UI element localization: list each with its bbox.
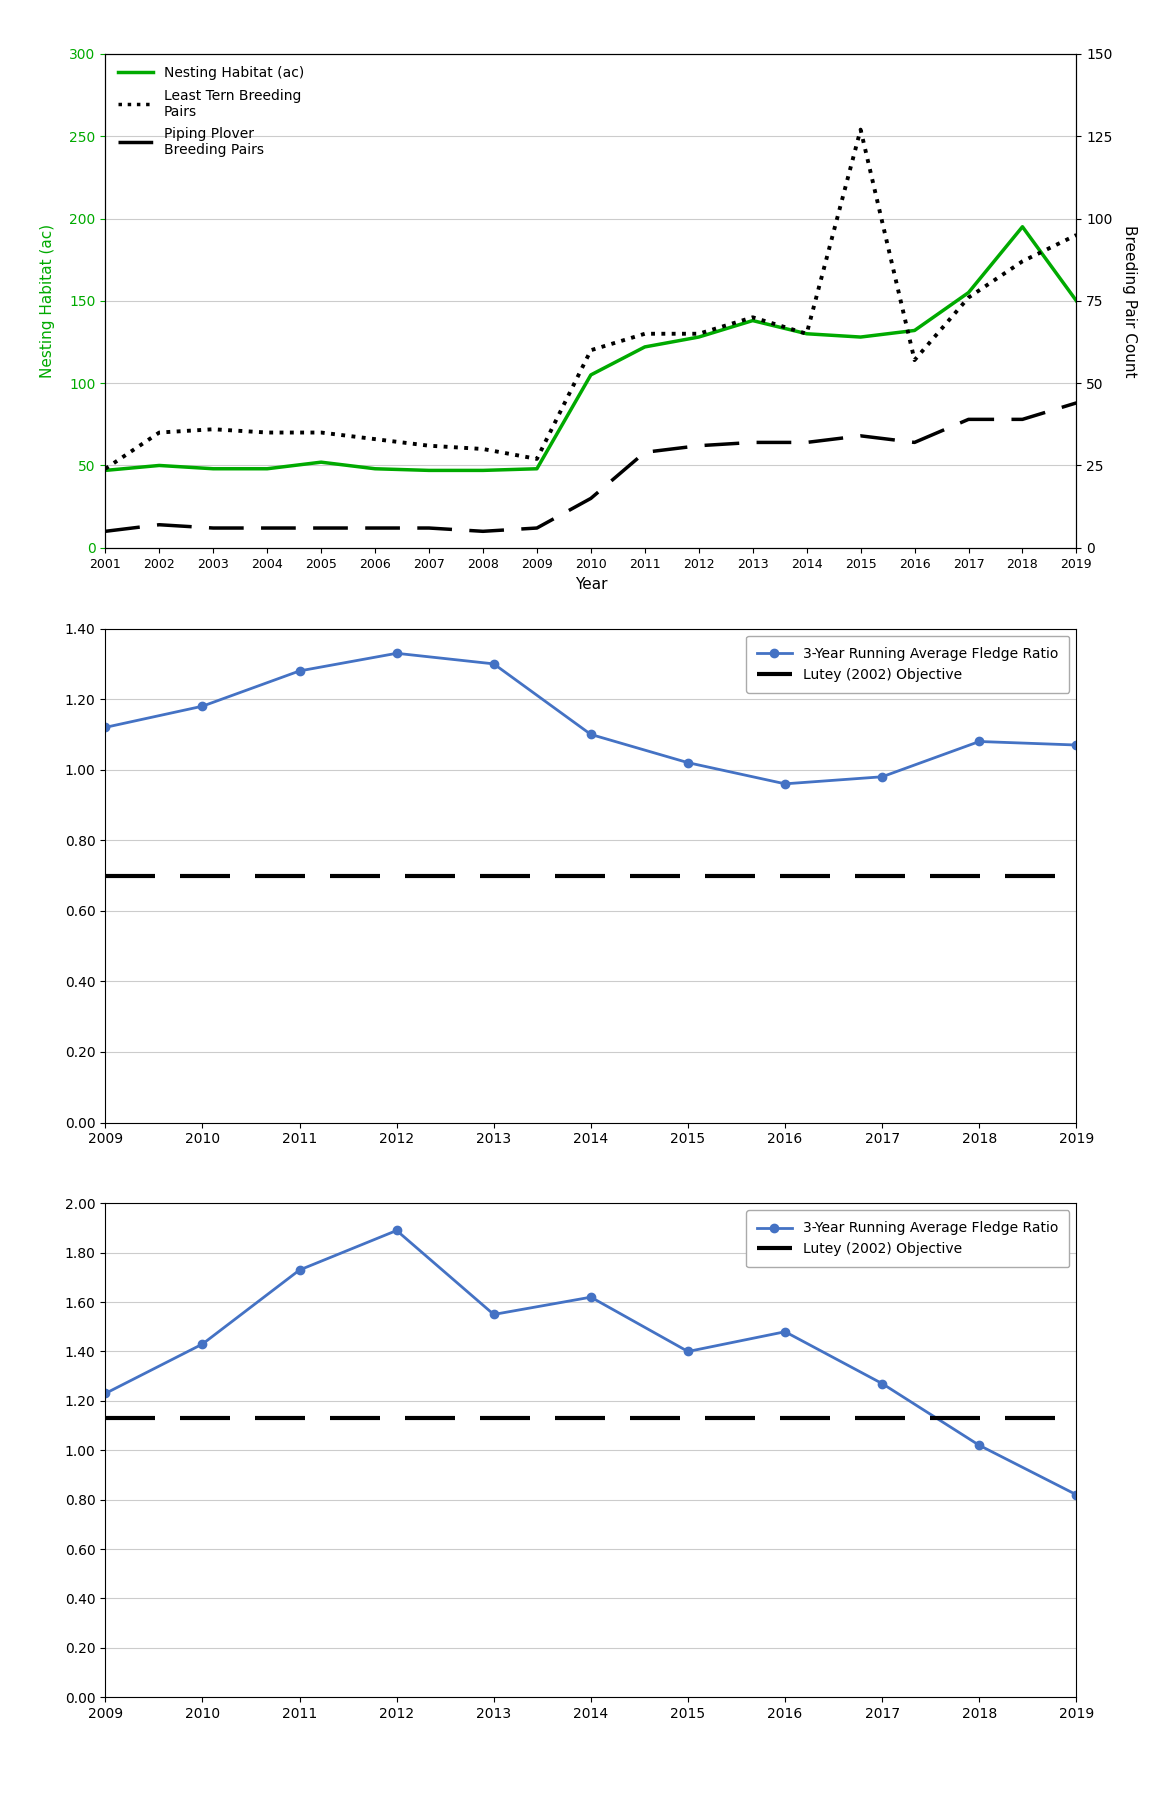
Piping Plover
Breeding Pairs: [476, 521, 490, 542]
Piping Plover
Breeding Pairs: [962, 409, 976, 431]
Nesting Habitat (ac): [799, 323, 813, 345]
Piping Plover
Breeding Pairs: [638, 442, 652, 463]
Nesting Habitat (ac): [691, 327, 706, 348]
Piping Plover
Breeding Pairs: [745, 431, 759, 453]
Line: Piping Plover
Breeding Pairs: Piping Plover Breeding Pairs: [105, 402, 1076, 532]
Nesting Habitat (ac): [584, 365, 598, 386]
Nesting Habitat (ac): [369, 458, 383, 480]
Least Tern Breeding
Pairs: [369, 429, 383, 451]
Least Tern Breeding
Pairs: [799, 323, 813, 345]
3-Year Running Average Fledge Ratio: [98, 717, 112, 738]
3-Year Running Average Fledge Ratio: [778, 1322, 792, 1343]
Line: Nesting Habitat (ac): Nesting Habitat (ac): [105, 226, 1076, 471]
Piping Plover
Breeding Pairs: [98, 521, 112, 542]
Least Tern Breeding
Pairs: [314, 422, 328, 444]
Y-axis label: Nesting Habitat (ac): Nesting Habitat (ac): [40, 224, 55, 377]
Least Tern Breeding
Pairs: [854, 119, 868, 140]
Piping Plover
Breeding Pairs: [1069, 392, 1083, 413]
3-Year Running Average Fledge Ratio: [390, 643, 404, 665]
Piping Plover
Breeding Pairs: [422, 517, 436, 539]
Nesting Habitat (ac): [1016, 216, 1030, 237]
Nesting Habitat (ac): [260, 458, 274, 480]
3-Year Running Average Fledge Ratio: [875, 765, 889, 787]
Legend: 3-Year Running Average Fledge Ratio, Lutey (2002) Objective: 3-Year Running Average Fledge Ratio, Lut…: [746, 1211, 1069, 1268]
3-Year Running Average Fledge Ratio: [681, 1340, 695, 1361]
Least Tern Breeding
Pairs: [206, 418, 220, 440]
Nesting Habitat (ac): [962, 282, 976, 304]
Nesting Habitat (ac): [854, 327, 868, 348]
Nesting Habitat (ac): [314, 451, 328, 472]
Y-axis label: Breeding Pair Count: Breeding Pair Count: [1122, 224, 1137, 377]
3-Year Running Average Fledge Ratio: [584, 1286, 598, 1307]
Least Tern Breeding
Pairs: [1069, 224, 1083, 246]
Nesting Habitat (ac): [530, 458, 544, 480]
Nesting Habitat (ac): [1069, 291, 1083, 313]
Legend: 3-Year Running Average Fledge Ratio, Lutey (2002) Objective: 3-Year Running Average Fledge Ratio, Lut…: [746, 636, 1069, 693]
Least Tern Breeding
Pairs: [1016, 251, 1030, 273]
Least Tern Breeding
Pairs: [584, 339, 598, 361]
Line: 3-Year Running Average Fledge Ratio: 3-Year Running Average Fledge Ratio: [101, 1227, 1081, 1500]
Least Tern Breeding
Pairs: [530, 449, 544, 471]
Piping Plover
Breeding Pairs: [206, 517, 220, 539]
3-Year Running Average Fledge Ratio: [584, 724, 598, 745]
3-Year Running Average Fledge Ratio: [875, 1372, 889, 1394]
Nesting Habitat (ac): [908, 320, 922, 341]
Least Tern Breeding
Pairs: [422, 435, 436, 456]
X-axis label: Year: Year: [574, 578, 607, 593]
3-Year Running Average Fledge Ratio: [972, 1435, 986, 1457]
Nesting Habitat (ac): [638, 336, 652, 357]
Least Tern Breeding
Pairs: [745, 307, 759, 329]
Piping Plover
Breeding Pairs: [1016, 409, 1030, 431]
Least Tern Breeding
Pairs: [476, 438, 490, 460]
Least Tern Breeding
Pairs: [152, 422, 166, 444]
3-Year Running Average Fledge Ratio: [98, 1383, 112, 1404]
Piping Plover
Breeding Pairs: [530, 517, 544, 539]
3-Year Running Average Fledge Ratio: [292, 661, 307, 682]
Piping Plover
Breeding Pairs: [314, 517, 328, 539]
Least Tern Breeding
Pairs: [260, 422, 274, 444]
Piping Plover
Breeding Pairs: [152, 514, 166, 535]
Piping Plover
Breeding Pairs: [369, 517, 383, 539]
Nesting Habitat (ac): [422, 460, 436, 481]
3-Year Running Average Fledge Ratio: [1069, 735, 1083, 756]
Least Tern Breeding
Pairs: [638, 323, 652, 345]
3-Year Running Average Fledge Ratio: [292, 1259, 307, 1281]
Least Tern Breeding
Pairs: [908, 350, 922, 372]
Least Tern Breeding
Pairs: [962, 287, 976, 309]
3-Year Running Average Fledge Ratio: [681, 753, 695, 774]
3-Year Running Average Fledge Ratio: [972, 731, 986, 753]
Nesting Habitat (ac): [476, 460, 490, 481]
3-Year Running Average Fledge Ratio: [390, 1219, 404, 1241]
3-Year Running Average Fledge Ratio: [778, 772, 792, 794]
Piping Plover
Breeding Pairs: [854, 426, 868, 447]
3-Year Running Average Fledge Ratio: [1069, 1483, 1083, 1505]
3-Year Running Average Fledge Ratio: [195, 695, 209, 717]
3-Year Running Average Fledge Ratio: [487, 1304, 501, 1325]
Nesting Habitat (ac): [152, 454, 166, 476]
Least Tern Breeding
Pairs: [98, 458, 112, 480]
Nesting Habitat (ac): [98, 460, 112, 481]
Piping Plover
Breeding Pairs: [260, 517, 274, 539]
Piping Plover
Breeding Pairs: [908, 431, 922, 453]
3-Year Running Average Fledge Ratio: [195, 1333, 209, 1354]
Piping Plover
Breeding Pairs: [691, 435, 706, 456]
Legend: Nesting Habitat (ac), Least Tern Breeding
Pairs, Piping Plover
Breeding Pairs: Nesting Habitat (ac), Least Tern Breedin…: [112, 61, 309, 163]
Line: 3-Year Running Average Fledge Ratio: 3-Year Running Average Fledge Ratio: [101, 648, 1081, 788]
Piping Plover
Breeding Pairs: [799, 431, 813, 453]
3-Year Running Average Fledge Ratio: [487, 654, 501, 675]
Nesting Habitat (ac): [206, 458, 220, 480]
Line: Least Tern Breeding
Pairs: Least Tern Breeding Pairs: [105, 129, 1076, 469]
Nesting Habitat (ac): [745, 311, 759, 332]
Least Tern Breeding
Pairs: [691, 323, 706, 345]
Piping Plover
Breeding Pairs: [584, 489, 598, 510]
